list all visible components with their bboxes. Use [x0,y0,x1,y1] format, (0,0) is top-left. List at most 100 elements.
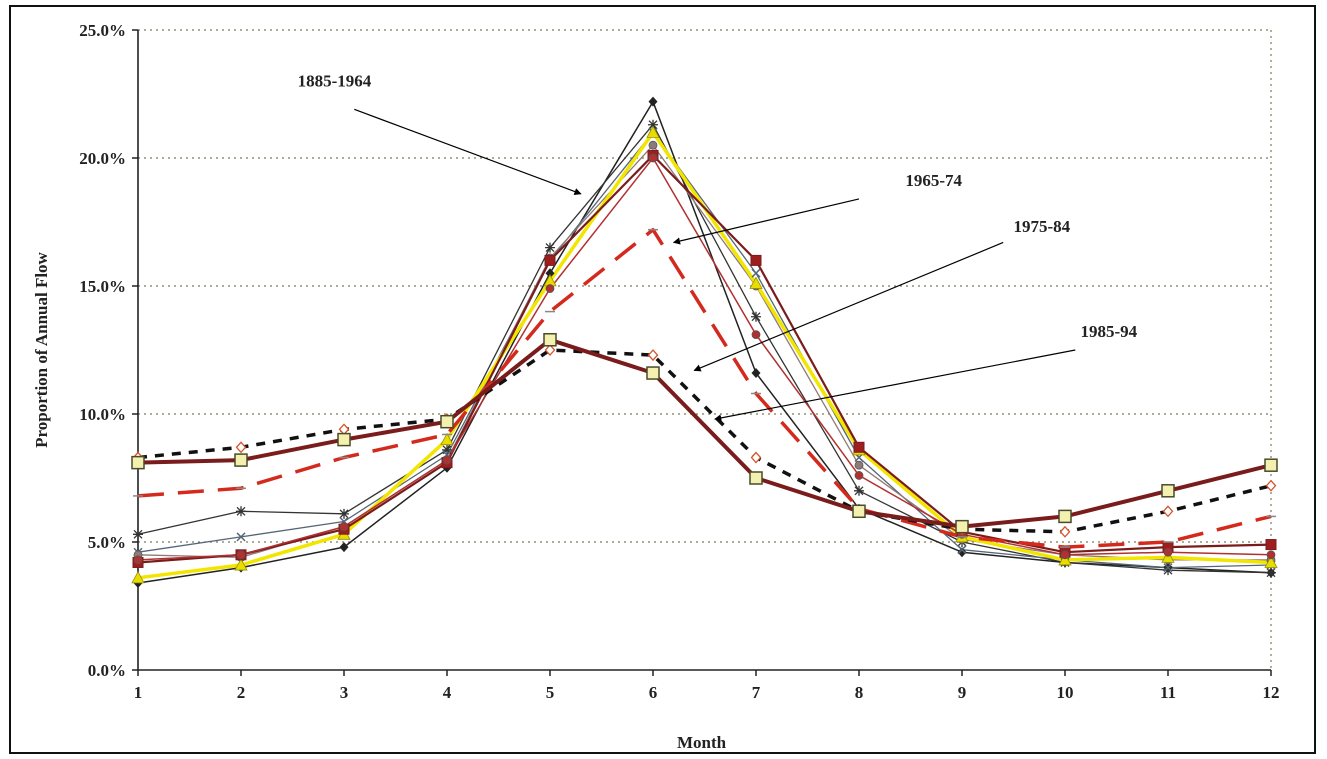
y-tick-label: 5.0% [88,533,126,552]
data-point [854,485,864,496]
y-tick-label: 0.0% [88,661,126,680]
data-point [648,140,658,150]
y-axis-title: Proportion of Annual Flow [32,251,51,447]
data-point [1163,563,1173,573]
data-point [648,96,658,107]
series-line-3 [137,131,1272,569]
data-point [853,441,865,453]
data-point [544,344,556,356]
data-point [750,451,762,464]
data-point [1060,550,1070,560]
data-point [749,276,763,289]
x-tick-label: 5 [546,683,555,702]
data-point [339,522,349,532]
data-point [955,519,969,534]
y-tick-label: 15.0% [79,277,126,296]
x-tick-label: 9 [958,683,967,702]
data-point [131,455,145,470]
x-tick-label: 6 [649,683,658,702]
series-line-10 [137,337,1272,529]
data-point [234,558,248,571]
y-tick-label: 10.0% [79,405,126,424]
data-point [1264,555,1278,568]
annotation-label: 1985-94 [1080,322,1137,341]
data-point [648,119,658,130]
data-point [1265,479,1277,492]
data-point [1059,525,1071,538]
data-point [852,504,866,519]
x-tick-label: 10 [1057,683,1074,702]
data-point [1266,550,1276,560]
x-tick-label: 8 [855,683,864,702]
data-point [749,471,763,485]
x-tick-label: 12 [1263,683,1280,702]
data-point [236,506,246,517]
data-point [1265,539,1277,551]
data-point [236,550,246,560]
series-lines [137,100,1272,584]
annotation-arrow [354,108,582,195]
series-line-6 [137,154,1272,564]
series-markers [131,96,1278,588]
data-point [1058,553,1072,566]
data-point [1058,509,1072,524]
data-point [339,508,349,519]
data-point [442,444,452,455]
data-point [1162,505,1174,518]
data-point [440,432,454,445]
annotation-label: 1885-1964 [298,71,372,90]
data-point [131,571,145,584]
series-line-9 [137,348,1272,534]
data-point [235,441,247,454]
data-point [545,242,555,253]
flow-chart: 0.0% 5.0% 10.0% 15.0% 20.0% 25.0% 1 2 3 4 5 6 7 8 9 10 1… [32,21,1280,752]
x-tick-label: 1 [134,683,143,702]
data-point [339,542,349,553]
data-point [236,532,246,542]
y-tick-label: 25.0% [79,21,126,40]
chart-frame: 0.0% 5.0% 10.0% 15.0% 20.0% 25.0% 1 2 3 4 5 6 7 8 9 10 1… [9,5,1316,754]
series-line-2 [137,124,1272,574]
data-point [545,284,555,293]
data-point [337,432,351,447]
data-point [750,254,762,266]
data-point [442,455,452,465]
data-point [854,471,864,480]
annotation-label: 1975-84 [1014,217,1071,236]
data-point [854,460,864,470]
axes: 0.0% 5.0% 10.0% 15.0% 20.0% 25.0% 1 2 3 4 5 6 7 8 9 10 1… [79,21,1279,702]
y-tick-label: 20.0% [79,149,126,168]
x-tick-label: 11 [1160,683,1176,702]
data-point [440,414,454,429]
data-point [133,555,143,565]
data-point [1161,484,1175,498]
data-point [234,453,248,467]
data-point [1266,567,1276,578]
data-point [957,545,967,555]
data-point [751,330,761,340]
x-tick-label: 3 [340,683,349,702]
data-point [543,333,557,347]
data-point [957,547,967,558]
data-point [751,311,761,322]
data-point [544,254,556,266]
annotation-arrow [672,198,860,245]
annotation-arrow [693,241,1004,372]
data-point [646,125,660,138]
series-line-1 [137,100,1272,584]
data-point [648,153,658,163]
data-point [646,366,660,380]
data-point [133,529,143,540]
series-line-8 [137,227,1272,549]
annotation-arrow [714,349,1076,422]
data-point [545,268,555,279]
data-point [1264,458,1278,472]
x-tick-label: 4 [443,683,452,702]
data-point [1163,547,1173,557]
series-line-7 [137,157,1272,561]
data-point [647,349,659,362]
annotations: 1885-1964 1965-74 1975-84 1985-94 [298,71,1138,422]
data-point [1163,565,1173,576]
x-tick-label: 7 [752,683,761,702]
series-line-5 [137,130,1272,580]
